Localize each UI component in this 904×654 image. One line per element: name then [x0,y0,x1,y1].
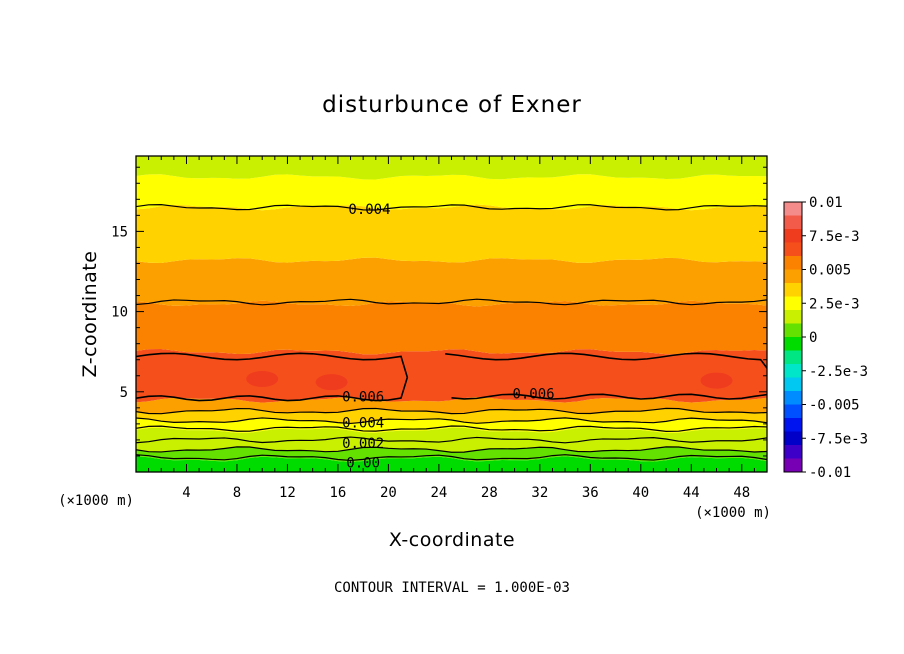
colorbar-swatch [784,350,802,365]
colorbar-swatch [784,418,802,432]
contour-band [136,397,767,414]
colorbar-swatch [784,215,802,230]
plot-area: 0.00 0.002 0.004 0.006 0.006 0.004 [136,156,767,472]
colorbar-tick-label: 0.01 [809,195,843,211]
x-tick-label: 48 [733,485,750,501]
y-unit-label: (×1000 m) [58,493,134,509]
contour-band [136,156,767,180]
x-tick-label: 24 [430,485,447,501]
colorbar-swatch [784,391,802,405]
colorbar-swatch [784,296,802,311]
maximum-region [315,374,348,391]
chart-title: disturbunce of Exner [322,92,582,118]
x-axis-label: X-coordinate [389,529,515,551]
colorbar-swatch [784,323,802,338]
x-tick-label: 8 [233,485,241,501]
colorbar-swatch [784,364,802,378]
colorbar-tick-label: -0.005 [809,398,860,414]
contour-line [136,425,767,432]
x-tick-label: 4 [182,485,190,501]
x-tick-label: 28 [481,485,498,501]
x-tick-label: 40 [632,485,649,501]
contour-band [136,349,767,403]
maximum-region [700,372,733,389]
contour-line [136,436,767,444]
colorbar-swatch [784,269,802,284]
contour-band [136,456,767,472]
colorbar-tick-label: 7.5e-3 [809,229,860,245]
colorbar-tick-label: 0.005 [809,263,851,279]
colorbar-tick-label: -2.5e-3 [809,364,868,380]
colorbar-swatch [784,256,802,270]
colorbar-swatch [784,283,802,297]
contour-line-0006-right [445,352,767,400]
x-tick-label: 12 [279,485,296,501]
colorbar-swatch [784,445,802,459]
maximum-region [246,370,279,387]
contour-line [136,298,767,306]
colorbar-swatch [784,202,802,216]
contour-band [136,417,767,433]
contour-line [136,454,767,462]
x-tick-label: 44 [683,485,700,501]
y-tick-label: 15 [111,224,128,240]
x-tick-label: 32 [531,485,548,501]
x-tick-label: 16 [329,485,346,501]
contour-label: 0.00 [346,455,380,471]
contour-line [136,407,767,415]
colorbar-swatch [784,458,802,473]
contour-band [136,204,767,263]
contour-line [136,417,767,425]
contour-label: 0.004 [342,415,384,431]
contour-label: 0.002 [342,436,384,452]
colorbar-swatch [784,229,802,243]
colorbar-swatch [784,337,802,351]
contour-line-0006-left [136,352,409,402]
colorbar-tick-label: 2.5e-3 [809,296,860,312]
contour-label: 0.006 [342,390,384,406]
contour-band [136,174,767,211]
contour-band [136,257,767,307]
contour-label: 0.006 [512,386,554,402]
colorbar-swatch [784,377,802,392]
contour-band [136,300,767,355]
colorbar-tick-label: 0 [809,330,817,346]
contour-label: 0.004 [348,202,390,218]
colorbar-swatch [784,242,802,257]
contour-line [136,446,767,453]
x-tick-label: 36 [582,485,599,501]
y-tick-label: 5 [120,385,128,401]
colorbar-tick-label: -7.5e-3 [809,431,868,447]
y-tick-label: 10 [111,305,128,321]
colorbar: 0.01 7.5e-3 0.005 2.5e-3 0 -2.5e-3 -0.005 -7.5e… [783,195,868,481]
x-tick-label: 20 [380,485,397,501]
colorbar-swatch [784,404,802,419]
colorbar-swatch [784,310,802,324]
x-unit-label: (×1000 m) [695,505,771,521]
colorbar-swatch [784,431,802,446]
colorbar-tick-label: -0.01 [809,465,851,481]
contour-line [136,204,767,211]
y-axis-label: Z-coordinate [79,251,101,378]
contour-interval-note: CONTOUR INTERVAL = 1.000E-03 [334,580,570,596]
